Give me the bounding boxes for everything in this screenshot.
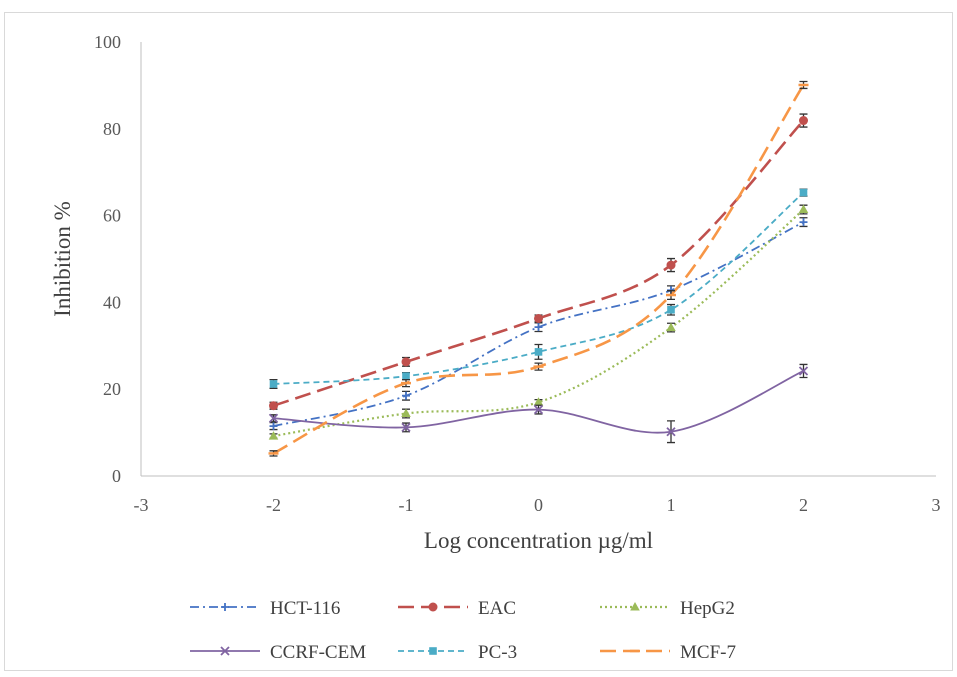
legend-label: HepG2 [680,598,735,619]
x-tick-label: -3 [134,495,149,515]
series-ccrf-cem [268,363,809,444]
legend-marker [220,646,230,656]
legend-label: HCT-116 [270,598,340,619]
legend-label: CCRF-CEM [270,642,366,663]
x-tick-label: 2 [799,495,808,515]
y-tick-label: 20 [103,379,121,399]
data-point [401,357,411,367]
data-point [534,348,543,356]
data-point [799,218,808,227]
series-hepg2 [268,204,809,440]
y-tick-label: 60 [103,206,121,226]
legend-item-hepg2: HepG2 [600,598,735,619]
data-point [401,422,411,433]
x-tick-label: 0 [534,495,543,515]
x-tick-label: 1 [667,495,676,515]
series-layer [268,80,809,457]
series-mcf-7 [268,80,809,457]
data-point [402,391,410,400]
x-tick-label: -2 [266,495,281,515]
y-tick-label: 0 [112,466,121,486]
y-tick-label: 40 [103,292,121,312]
legend-item-pc-3: PC-3 [398,642,517,663]
legend-marker [630,602,640,611]
series-line [272,84,805,455]
legend-item-mcf-7: MCF-7 [600,642,736,663]
data-point [533,404,544,415]
y-tick-label: 80 [103,119,121,139]
x-tick-label: 3 [932,495,941,515]
y-axis-title: Inhibition % [50,201,75,317]
series-line [273,119,805,407]
axes [140,42,936,477]
data-point [402,372,410,380]
data-point [533,397,544,406]
x-tick-label: -1 [399,495,414,515]
y-tick-label: 100 [94,32,121,52]
series-eac [269,113,808,411]
data-point [667,305,675,314]
data-point [798,204,809,214]
series-line [273,191,805,385]
legend-label: PC-3 [478,642,517,663]
data-point [798,366,809,376]
legend-item-hct-116: HCT-116 [190,598,340,619]
data-point [269,422,278,431]
data-point [799,188,808,197]
legend-item-ccrf-cem: CCRF-CEM [190,642,366,663]
data-point [534,323,543,332]
data-point [268,413,279,423]
data-point [268,431,279,440]
legend-label: EAC [478,598,516,619]
series-hct-116 [269,217,808,431]
chart-frame [4,12,953,671]
tick-labels: 0 20 40 60 80 100 -3 -2 -1 0 1 2 3 [94,32,941,515]
data-point [401,408,411,418]
legend-marker [428,602,438,612]
legend-marker [429,647,437,655]
data-point [269,401,278,411]
data-point [534,313,543,323]
legend: HCT-116 EAC HepG2 CCRF-CEM PC-3 MCF-7 [190,598,736,663]
series-line [273,208,805,438]
legend-item-eac: EAC [398,598,516,619]
data-point [666,260,676,270]
data-point [269,380,278,388]
legend-marker [221,603,229,611]
data-point [666,322,676,332]
data-point [666,427,676,437]
legend-label: MCF-7 [680,642,736,663]
data-point [799,116,808,126]
x-axis-title: Log concentration µg/ml [424,528,653,553]
